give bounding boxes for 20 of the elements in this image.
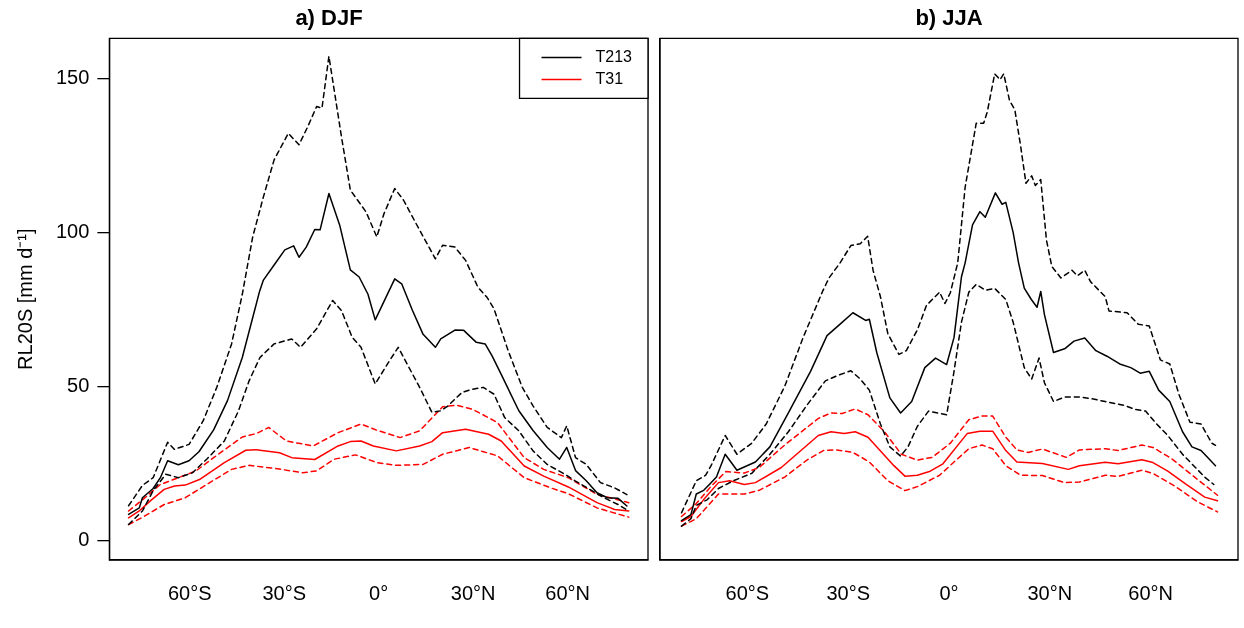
x-tick-label: 60°S <box>725 581 770 604</box>
x-tick-label: 60°N <box>545 581 591 604</box>
x-tick-label: 0° <box>369 581 389 604</box>
legend-label: T213 <box>595 47 633 65</box>
chart-title: b) JJA <box>915 5 983 31</box>
chart-title: a) DJF <box>295 5 363 31</box>
x-tick-label: 60°N <box>1128 581 1173 604</box>
x-tick-label: 30°S <box>826 581 870 604</box>
x-tick-label: 30°N <box>1027 581 1073 604</box>
x-tick-label: 0° <box>939 581 959 604</box>
y-tick-label: 50 <box>67 374 90 397</box>
y-tick-label: 100 <box>55 220 90 243</box>
line-series <box>127 404 630 512</box>
legend-label: T31 <box>595 69 624 87</box>
y-tick-label: 150 <box>55 65 90 88</box>
x-tick-label: 30°S <box>262 581 306 604</box>
y-tick-label: 0 <box>78 528 90 551</box>
x-tick-label: 30°N <box>450 581 496 604</box>
y-axis-title: RL20S [mm d⁻¹] <box>13 228 36 370</box>
x-tick-label: 60°S <box>167 581 212 604</box>
